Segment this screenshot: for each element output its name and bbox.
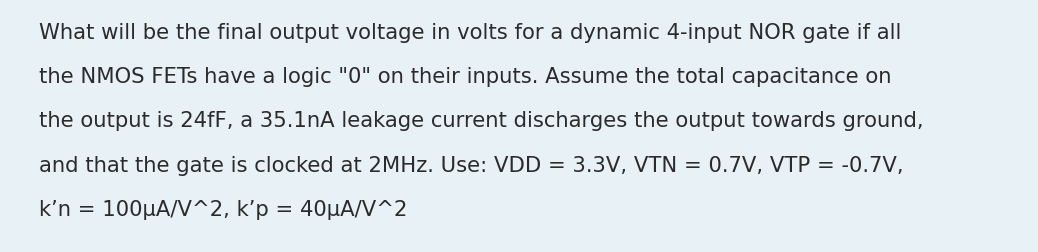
Text: the output is 24fF, a 35.1nA leakage current discharges the output towards groun: the output is 24fF, a 35.1nA leakage cur…	[39, 111, 924, 131]
Text: What will be the final output voltage in volts for a dynamic 4-input NOR gate if: What will be the final output voltage in…	[39, 23, 902, 43]
Text: k’n = 100μA/V^2, k’p = 40μA/V^2: k’n = 100μA/V^2, k’p = 40μA/V^2	[39, 199, 408, 219]
Text: and that the gate is clocked at 2MHz. Use: VDD = 3.3V, VTN = 0.7V, VTP = -0.7V,: and that the gate is clocked at 2MHz. Us…	[39, 155, 904, 175]
Text: the NMOS FETs have a logic "0" on their inputs. Assume the total capacitance on: the NMOS FETs have a logic "0" on their …	[39, 67, 892, 87]
